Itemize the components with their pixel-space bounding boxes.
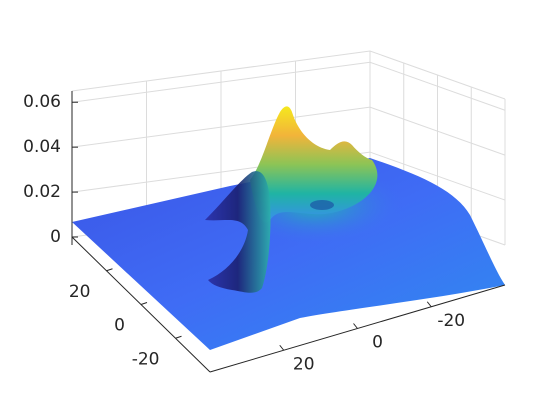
surface-peak — [250, 106, 378, 223]
z-tick-label: 0.04 — [23, 137, 61, 157]
x-tick-label: 20 — [293, 354, 315, 374]
grid-line — [71, 61, 506, 111]
z-tick-label: 0.02 — [23, 182, 61, 202]
y-tick-label: 20 — [69, 282, 91, 302]
surface-ridge — [205, 171, 271, 293]
axes: 0 0.02 0.04 0.06 20 0 -20 20 0 -20 — [23, 91, 506, 374]
x-tick-label: -20 — [437, 311, 465, 331]
y-tick — [175, 335, 182, 339]
y-tick — [106, 268, 113, 272]
x-tick — [426, 301, 432, 308]
surface-dip — [310, 200, 334, 210]
x-tick — [279, 344, 285, 351]
surface — [72, 106, 505, 350]
grid-line — [71, 106, 506, 156]
grid-line — [71, 151, 506, 201]
y-tick-label: 0 — [114, 316, 125, 336]
x-tick — [353, 323, 358, 329]
z-tick-label: 0.06 — [23, 92, 61, 112]
z-tick-label: 0 — [50, 227, 61, 247]
y-tick — [140, 302, 148, 305]
x-tick-label: 0 — [372, 333, 383, 353]
y-tick-label: -20 — [132, 349, 160, 369]
